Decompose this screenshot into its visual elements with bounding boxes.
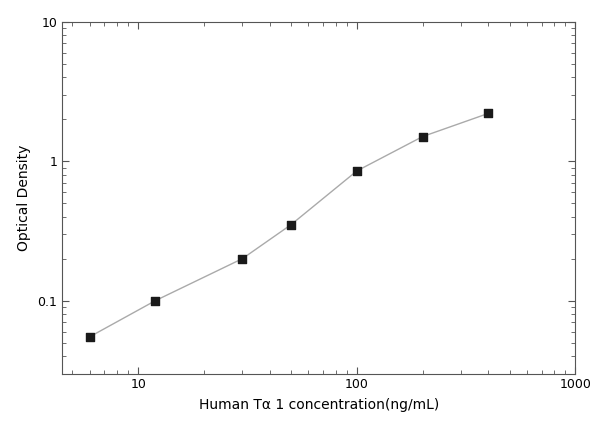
- Point: [352, 168, 362, 175]
- Point: [483, 110, 493, 117]
- Point: [85, 333, 94, 340]
- Point: [286, 221, 296, 228]
- Point: [151, 297, 161, 304]
- Point: [238, 255, 247, 262]
- X-axis label: Human Tα 1 concentration(ng/mL): Human Tα 1 concentration(ng/mL): [199, 399, 439, 412]
- Y-axis label: Optical Density: Optical Density: [16, 145, 30, 251]
- Point: [418, 133, 427, 140]
